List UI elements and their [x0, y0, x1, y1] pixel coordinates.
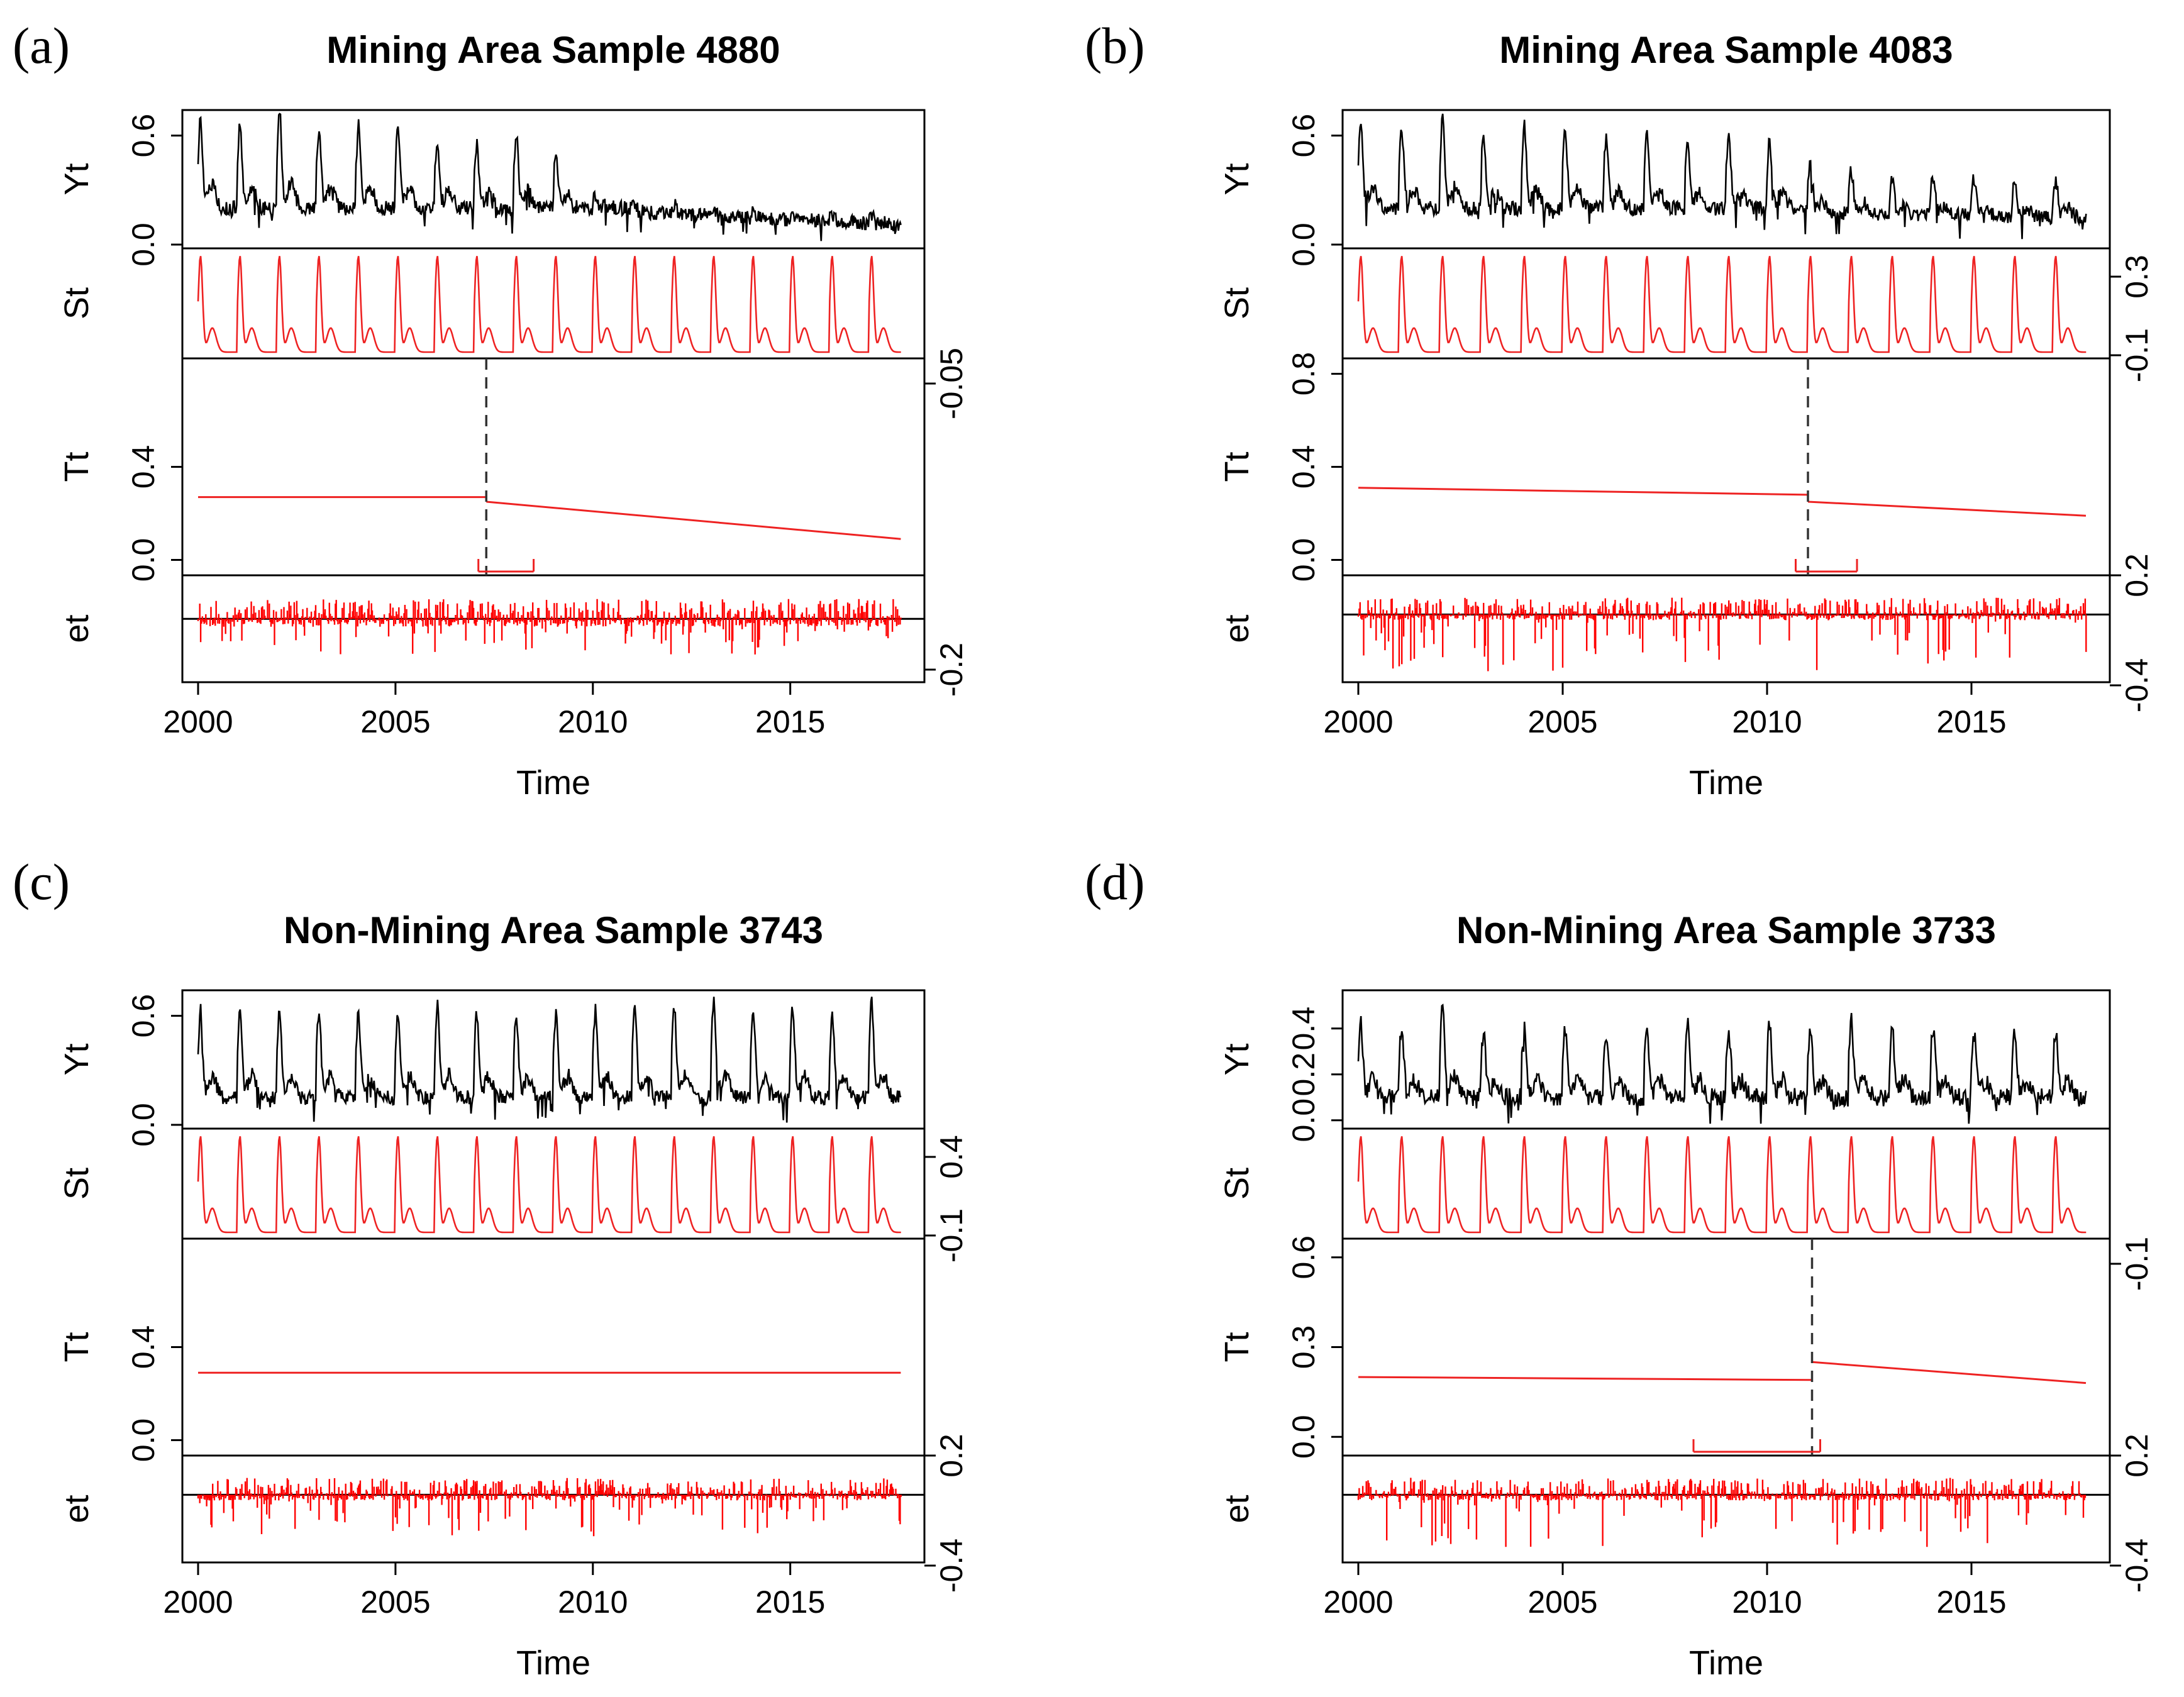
x-tick-label: 2015	[1936, 704, 2006, 739]
st-seasonal-line	[1357, 1136, 2087, 1234]
chart-title: Non-Mining Area Sample 3733	[1456, 909, 1996, 951]
yt-tick-label: 0.4	[1286, 1007, 1321, 1051]
yt-tick-label: 0.0	[1286, 1098, 1321, 1142]
tt-tick-label: 0.4	[126, 445, 161, 489]
panel-c: (c) Non-Mining Area Sample 3743 Yt 0.0 0.6 St…	[13, 853, 969, 1682]
x-tick-label: 2005	[1527, 704, 1597, 739]
yt-series-line	[1357, 1003, 2087, 1124]
x-tick-label: 2015	[1936, 1584, 2006, 1620]
et-tick-label: 0.2	[2119, 1434, 2154, 1478]
chart-title: Mining Area Sample 4083	[1499, 29, 1953, 71]
x-tick-label: 2005	[360, 704, 430, 739]
et-residual-bars	[1357, 597, 2087, 672]
tt-trend-line	[1807, 500, 2087, 517]
yt-tick-label: 0.6	[126, 994, 161, 1038]
et-axis-label: et	[58, 614, 96, 643]
panel-letter: (c)	[13, 853, 70, 910]
st-axis-label: St	[1218, 1168, 1256, 1200]
st-axis-label: St	[1218, 287, 1256, 319]
panel-letter: (a)	[13, 17, 70, 74]
et-residual-bars	[197, 1478, 902, 1537]
st-tick-label: 0.4	[934, 1135, 969, 1179]
panel-b: (b) Mining Area Sample 4083 Yt 0.0 0.6 St 0.3 -…	[1085, 17, 2154, 802]
tt-axis-label: Tt	[1218, 1332, 1256, 1363]
st-tick-label: 0.3	[2119, 255, 2154, 299]
x-tick-label: 2000	[1323, 1584, 1393, 1620]
et-residual-bars	[1357, 1478, 2087, 1547]
chart-title: Non-Mining Area Sample 3743	[284, 909, 823, 951]
tt-trend-line	[1358, 1376, 1812, 1381]
yt-axis-label: Yt	[1218, 1043, 1256, 1075]
st-tick-label: -0.05	[934, 348, 969, 419]
tt-axis-label: Tt	[58, 1332, 96, 1363]
x-tick-label: 2010	[558, 1584, 628, 1620]
panel-letter: (d)	[1085, 853, 1145, 910]
et-tick-label: -0.4	[2119, 658, 2154, 712]
tt-trend-line	[1358, 487, 1809, 496]
st-tick-label: -0.1	[2119, 1237, 2154, 1291]
tt-trend-line	[1812, 1361, 2087, 1385]
x-tick-label: 2000	[163, 704, 233, 739]
chart-title: Mining Area Sample 4880	[326, 29, 780, 71]
x-tick-label: 2015	[755, 1584, 825, 1620]
et-axis-label: et	[58, 1495, 96, 1523]
et-residual-bars	[197, 599, 902, 655]
tt-tick-label: 0.6	[1286, 1235, 1321, 1280]
x-tick-label: 2010	[1732, 1584, 1802, 1620]
et-axis-label: et	[1218, 1495, 1256, 1523]
yt-tick-label: 0.0	[126, 223, 161, 267]
tt-tick-label: 0.8	[1286, 352, 1321, 396]
tt-tick-label: 0.4	[126, 1325, 161, 1369]
yt-tick-label: 0.0	[126, 1103, 161, 1147]
x-axis-label: Time	[516, 1644, 590, 1682]
yt-series-line	[197, 113, 902, 241]
panel-a: (a) Mining Area Sample 4880 Yt 0.0 0.6 St -0.0…	[13, 17, 969, 802]
x-axis-label: Time	[516, 764, 590, 802]
yt-axis-label: Yt	[58, 1043, 96, 1075]
tt-trend-line	[486, 500, 901, 540]
tt-axis-label: Tt	[58, 452, 96, 482]
et-tick-label: 0.2	[934, 1434, 969, 1478]
yt-tick-label: 0.6	[1286, 114, 1321, 158]
et-tick-label: -0.4	[934, 1539, 969, 1593]
st-seasonal-line	[197, 256, 901, 353]
yt-series-line	[1357, 113, 2087, 240]
tt-tick-label: 0.0	[1286, 1415, 1321, 1459]
st-tick-label: -0.1	[2119, 328, 2154, 382]
et-tick-label: -0.4	[2119, 1539, 2154, 1593]
x-tick-label: 2005	[360, 1584, 430, 1620]
st-seasonal-line	[1357, 256, 2087, 353]
yt-tick-label: 0.2	[1286, 1053, 1321, 1097]
x-tick-label: 2000	[163, 1584, 233, 1620]
st-axis-label: St	[58, 287, 96, 319]
tt-tick-label: 0.3	[1286, 1325, 1321, 1369]
panel-d: (d)Non-Mining Area Sample 3733Yt0.00.20.…	[1085, 853, 2154, 1682]
st-axis-label: St	[58, 1168, 96, 1200]
yt-axis-label: Yt	[58, 163, 96, 195]
x-axis-label: Time	[1689, 764, 1763, 802]
x-tick-label: 2015	[755, 704, 825, 739]
x-tick-label: 2010	[558, 704, 628, 739]
yt-axis-label: Yt	[1218, 163, 1256, 195]
tt-tick-label: 0.0	[1286, 538, 1321, 582]
yt-tick-label: 0.0	[1286, 223, 1321, 267]
et-tick-label: 0.2	[2119, 553, 2154, 597]
et-axis-label: et	[1218, 614, 1256, 643]
yt-tick-label: 0.6	[126, 114, 161, 158]
tt-tick-label: 0.0	[126, 1418, 161, 1462]
yt-series-line	[197, 997, 902, 1123]
panel-letter: (b)	[1085, 17, 1145, 74]
x-axis-label: Time	[1689, 1644, 1763, 1682]
et-tick-label: -0.2	[934, 643, 969, 697]
tt-tick-label: 0.0	[126, 538, 161, 582]
tt-tick-label: 0.4	[1286, 445, 1321, 489]
x-tick-label: 2010	[1732, 704, 1802, 739]
x-tick-label: 2005	[1527, 1584, 1597, 1620]
st-seasonal-line	[197, 1136, 901, 1234]
tt-axis-label: Tt	[1218, 452, 1256, 482]
st-tick-label: -0.1	[934, 1208, 969, 1263]
x-tick-label: 2000	[1323, 704, 1393, 739]
